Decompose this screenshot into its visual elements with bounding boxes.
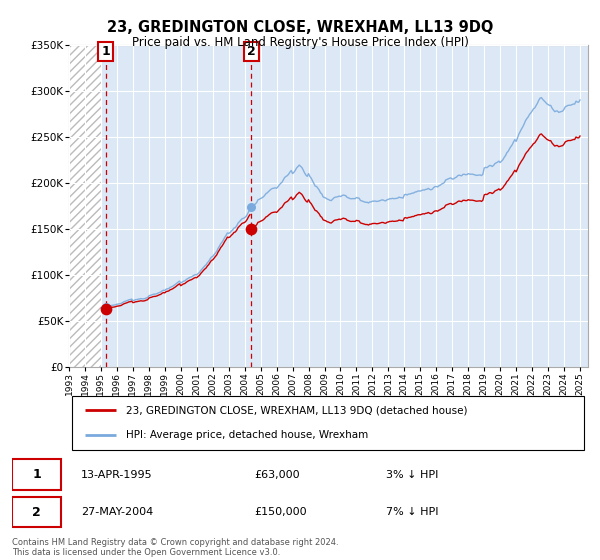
Text: 23, GREDINGTON CLOSE, WREXHAM, LL13 9DQ (detached house): 23, GREDINGTON CLOSE, WREXHAM, LL13 9DQ …	[126, 405, 467, 416]
Text: 27-MAY-2004: 27-MAY-2004	[81, 507, 154, 517]
Text: 2: 2	[247, 45, 256, 58]
Point	[101, 305, 110, 314]
Bar	[69, 45, 101, 367]
Text: Price paid vs. HM Land Registry's House Price Index (HPI): Price paid vs. HM Land Registry's House …	[131, 36, 469, 49]
Point	[247, 225, 256, 234]
Text: 1: 1	[101, 45, 110, 58]
Text: 7% ↓ HPI: 7% ↓ HPI	[386, 507, 439, 517]
Text: 23, GREDINGTON CLOSE, WREXHAM, LL13 9DQ: 23, GREDINGTON CLOSE, WREXHAM, LL13 9DQ	[107, 20, 493, 35]
Point	[247, 203, 256, 212]
Text: 1: 1	[32, 468, 41, 481]
FancyBboxPatch shape	[12, 459, 61, 490]
Text: £63,000: £63,000	[254, 470, 299, 480]
Text: 2: 2	[32, 506, 41, 519]
Text: HPI: Average price, detached house, Wrexham: HPI: Average price, detached house, Wrex…	[126, 430, 368, 440]
Text: 13-APR-1995: 13-APR-1995	[81, 470, 153, 480]
FancyBboxPatch shape	[71, 396, 584, 450]
Text: £150,000: £150,000	[254, 507, 307, 517]
Point	[101, 302, 110, 311]
Bar	[101, 45, 588, 367]
Text: Contains HM Land Registry data © Crown copyright and database right 2024.
This d: Contains HM Land Registry data © Crown c…	[12, 538, 338, 557]
Text: 3% ↓ HPI: 3% ↓ HPI	[386, 470, 439, 480]
FancyBboxPatch shape	[12, 497, 61, 528]
